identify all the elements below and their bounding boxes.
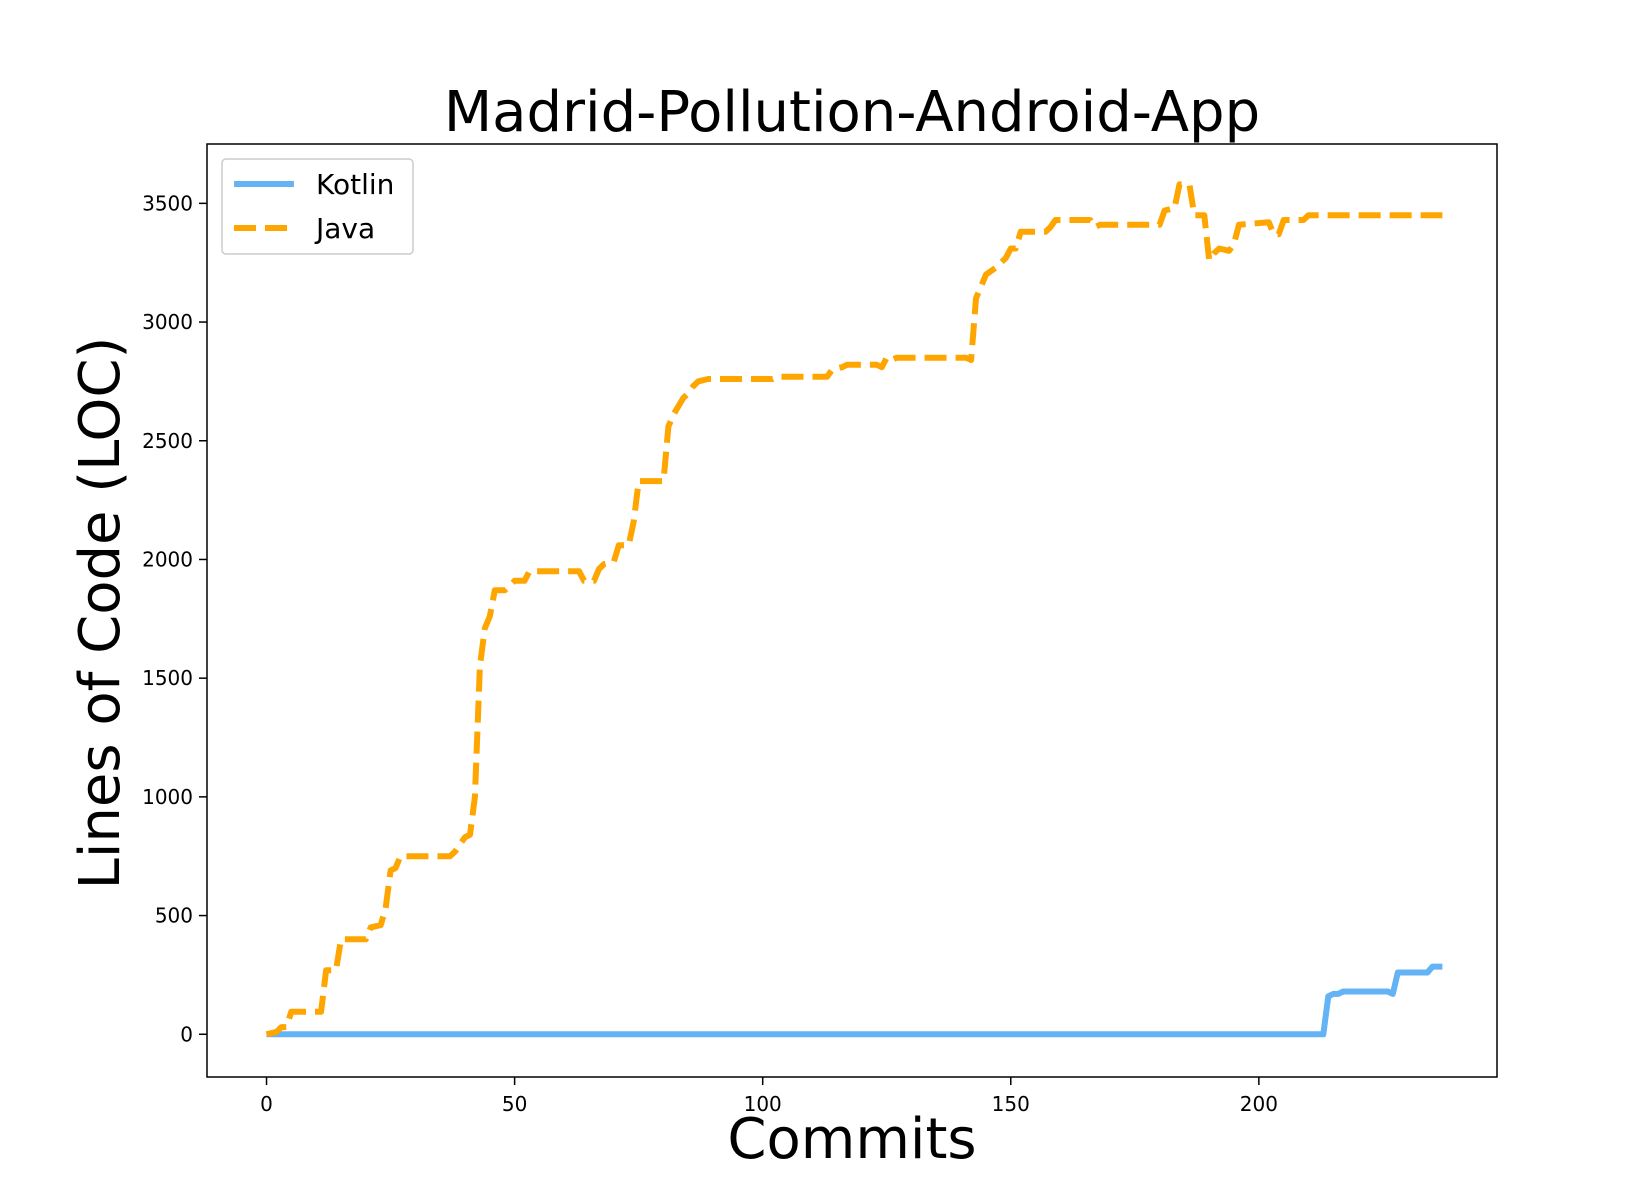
y-tick-label: 0 — [180, 1022, 193, 1046]
axes-frame — [206, 143, 1498, 1078]
legend-label-java: Java — [314, 212, 375, 245]
series-line-kotlin — [266, 963, 1443, 1038]
x-tick-label: 50 — [502, 1092, 527, 1116]
x-tick-label: 200 — [1240, 1092, 1278, 1116]
x-tick-label: 0 — [260, 1092, 273, 1116]
y-tick-label: 2000 — [142, 547, 193, 571]
y-tick-label: 3500 — [142, 191, 193, 215]
legend-label-kotlin: Kotlin — [316, 168, 394, 201]
y-tick-label: 1500 — [142, 666, 193, 690]
y-tick-label: 3000 — [142, 310, 193, 334]
x-tick-label: 150 — [992, 1092, 1030, 1116]
y-tick-label: 2500 — [142, 429, 193, 453]
x-axis-label: Commits — [727, 1107, 976, 1172]
y-tick-label: 500 — [155, 904, 193, 928]
legend: Kotlin Java — [221, 158, 414, 255]
series-line-java — [265, 181, 1443, 1038]
y-axis-label: Lines of Code (LOC) — [68, 337, 133, 890]
chart-title: Madrid-Pollution-Android-App — [444, 80, 1260, 145]
x-tick-label: 100 — [744, 1092, 782, 1116]
y-tick-label: 1000 — [142, 785, 193, 809]
